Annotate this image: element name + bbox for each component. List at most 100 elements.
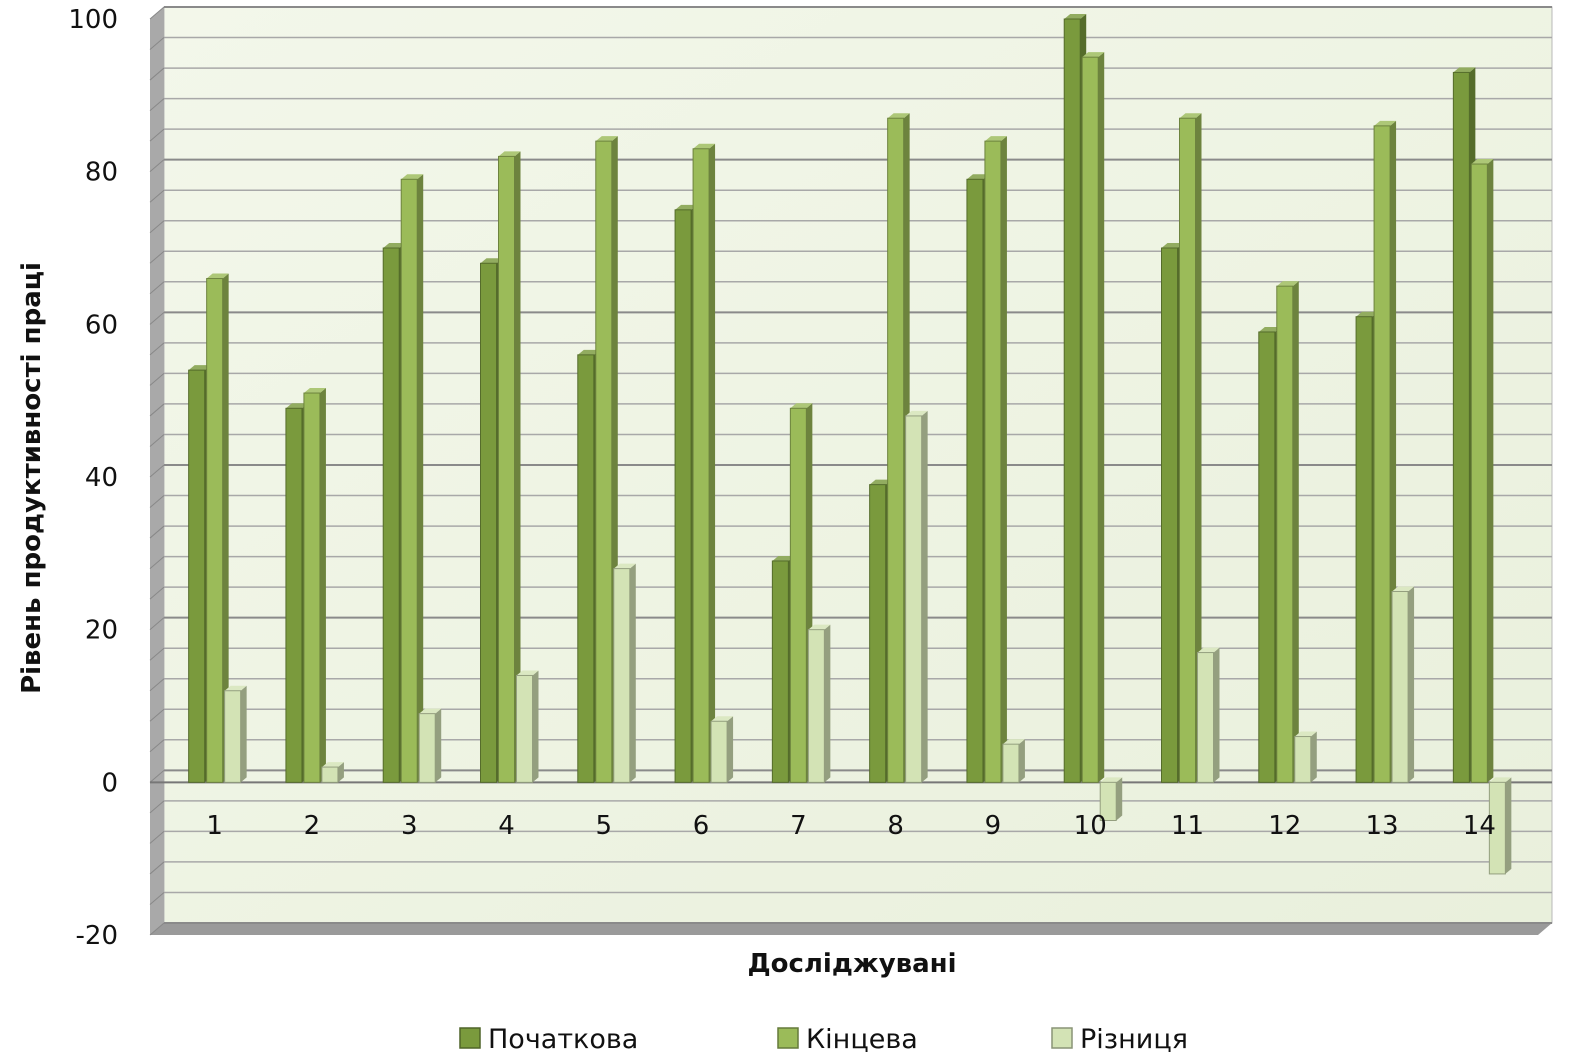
bar-front (418, 713, 436, 783)
bar-top (401, 174, 424, 180)
bar-side (1000, 136, 1007, 783)
side-gridline (149, 98, 165, 111)
bar (1276, 281, 1299, 783)
side-gridline (149, 128, 165, 142)
legend-label: Початкова (488, 1024, 638, 1055)
bar (1294, 731, 1317, 783)
plot-area (150, 6, 1553, 935)
bar-top (1179, 113, 1202, 119)
bar-top (480, 258, 503, 264)
side-gridline (149, 373, 165, 386)
bar-top (577, 349, 600, 355)
bar-front (613, 568, 631, 783)
bar-top (1082, 52, 1105, 58)
bar-front (206, 278, 224, 783)
bar (498, 151, 521, 783)
bar (1081, 52, 1105, 783)
bar-side (921, 410, 928, 783)
side-gridline (149, 525, 165, 539)
side-gridline (149, 37, 165, 50)
bar-top (1356, 311, 1379, 317)
x-tick-label: 9 (985, 811, 1002, 841)
bar (516, 670, 539, 783)
side-gridline (149, 403, 165, 417)
bar-side (337, 762, 344, 783)
x-tick-label: 2 (304, 811, 321, 841)
bar (1470, 159, 1494, 783)
bar-side (824, 624, 831, 783)
bar-top (693, 143, 716, 149)
bar-side (1098, 52, 1105, 783)
bar-top (285, 403, 308, 409)
bar (224, 685, 247, 783)
bar-top (790, 403, 813, 409)
bar-front (674, 209, 692, 783)
bar-top (1453, 67, 1476, 73)
bar-top (595, 136, 618, 142)
y-tick-label: 20 (85, 616, 118, 646)
legend-item: Кінцева (777, 1024, 918, 1055)
legend-swatch (459, 1027, 481, 1049)
bar-side (417, 174, 424, 783)
bar-top (498, 151, 521, 157)
x-tick-label: 11 (1171, 811, 1204, 841)
bar-front (966, 178, 984, 783)
bar-side (1018, 739, 1025, 783)
bar-front (710, 720, 728, 783)
bar-front (984, 140, 1002, 783)
bar-front (400, 178, 418, 783)
bar-front (321, 766, 339, 783)
bar-front (1197, 652, 1214, 783)
x-tick-label: 4 (498, 811, 515, 841)
side-gridline (149, 342, 165, 356)
bar-front (887, 117, 905, 783)
bar-top (516, 670, 539, 676)
side-gridline (149, 739, 165, 753)
bar-top (188, 365, 211, 371)
bar-front (516, 674, 533, 783)
side-gridline (149, 678, 165, 692)
side-gridline (149, 647, 165, 661)
bar-top (1276, 281, 1299, 287)
floor (150, 923, 1552, 935)
bar-top (1392, 586, 1415, 592)
bar-front (1099, 781, 1117, 821)
bar-front (1161, 247, 1178, 783)
bar (1197, 647, 1220, 783)
bar (710, 716, 734, 783)
bar-front (1179, 117, 1196, 783)
bar-side (435, 708, 442, 783)
bar-side (1116, 777, 1123, 821)
side-gridline (149, 708, 165, 722)
bar (692, 143, 716, 783)
bar-front (1081, 56, 1099, 783)
bar-side (514, 151, 521, 783)
y-tick-label: 100 (68, 5, 118, 35)
bar-front (1391, 591, 1409, 783)
bar-side (1487, 159, 1494, 783)
bar (1002, 739, 1025, 783)
bar-front (285, 407, 303, 783)
bar-front (789, 407, 807, 783)
bar (807, 624, 831, 783)
bar-top (206, 273, 229, 279)
x-tick-label: 1 (206, 811, 223, 841)
bar-top (321, 762, 344, 768)
side-gridline (149, 159, 165, 173)
bar-front (905, 415, 923, 783)
bar-side (222, 273, 229, 783)
bar (613, 563, 636, 783)
bar (1099, 777, 1123, 821)
bar (984, 136, 1007, 783)
bar-front (1470, 163, 1488, 783)
bar-front (1373, 125, 1391, 783)
bar-front (771, 560, 789, 783)
side-gridline (149, 495, 165, 508)
bar-front (807, 629, 825, 783)
bar-top (1489, 777, 1512, 783)
x-tick-label: 3 (401, 811, 418, 841)
gridlines (149, 6, 1552, 936)
bar (1391, 586, 1415, 783)
bar-front (498, 155, 515, 783)
bar-top (1161, 243, 1184, 248)
